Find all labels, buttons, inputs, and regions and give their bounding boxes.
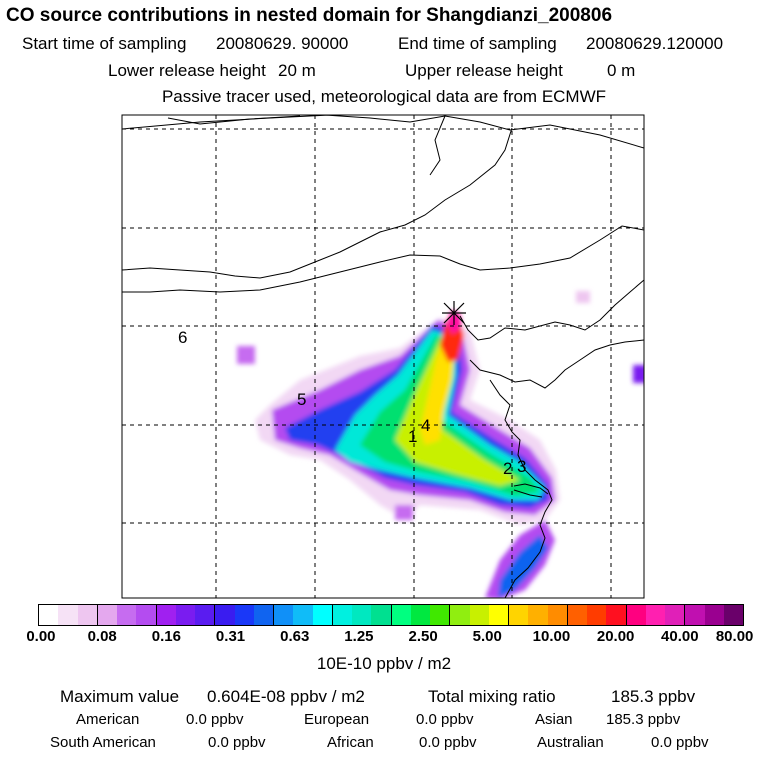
colorbar-cell: [58, 605, 78, 625]
patch-east: [633, 365, 644, 383]
colorbar-cell: [253, 605, 274, 625]
region-label-5: 5: [297, 390, 306, 409]
colorbar-cell: [704, 605, 724, 625]
colorbar-cell: [410, 605, 430, 625]
colorbar-tick-label: 80.00: [715, 628, 754, 645]
end-time-value: 20080629.120000: [586, 34, 724, 53]
colorbar-cell: [430, 605, 451, 625]
colorbar-cell: [665, 605, 686, 625]
african-value: 0.0 ppbv: [419, 734, 477, 751]
colorbar-cell: [156, 605, 176, 625]
colorbar-tick-label: 5.00: [472, 628, 502, 645]
colorbar-cell: [274, 605, 294, 625]
field-green: [360, 335, 540, 496]
max-value: 0.604E-08 ppbv / m2: [207, 687, 365, 706]
colorbar-cell: [77, 605, 98, 625]
colorbar-tick-label: 40.00: [661, 628, 699, 645]
colorbar-tick-label: 0.08: [87, 628, 117, 645]
lower-height-label: Lower release height: [108, 61, 266, 80]
colorbar-tick-label: 10.00: [532, 628, 571, 645]
colorbar-cell: [39, 605, 59, 625]
european-value: 0.0 ppbv: [416, 711, 474, 728]
colorbar-tick-label: 1.25: [344, 628, 374, 645]
upper-height-value: 0 m: [607, 61, 636, 80]
colorbar-cell: [509, 605, 529, 625]
south-american-label: South American: [50, 734, 156, 751]
colorbar-cell: [587, 605, 607, 625]
colorbar-cell: [391, 605, 411, 625]
african-label: African: [327, 734, 374, 751]
colorbar-cell: [215, 605, 235, 625]
colorbar-cell: [175, 605, 195, 625]
max-value-label: Maximum value: [60, 687, 180, 706]
colorbar-cell: [234, 605, 254, 625]
south-american-value: 0.0 ppbv: [208, 734, 266, 751]
colorbar-cell: [371, 605, 392, 625]
american-value: 0.0 ppbv: [186, 711, 244, 728]
region-label-1: 1: [408, 427, 417, 446]
colorbar-cell: [117, 605, 137, 625]
colorbar-cell: [312, 605, 333, 625]
tracer-note: Passive tracer used, meteorological data…: [161, 87, 607, 106]
total-mixing-label: Total mixing ratio: [428, 687, 556, 706]
coastlines: [122, 115, 644, 598]
colorbar-cell: [567, 605, 587, 625]
colorbar-cell: [450, 605, 470, 625]
asian-label: Asian: [535, 711, 573, 728]
region-label-3: 3: [517, 457, 526, 476]
field-yellowgreen: [395, 340, 520, 486]
colorbar-cell: [528, 605, 548, 625]
region-label-2: 2: [503, 459, 512, 478]
colorbar-cell: [606, 605, 627, 625]
american-label: American: [76, 711, 140, 728]
colorbar-cell: [293, 605, 313, 625]
colorbar-tick-label: 2.50: [408, 628, 438, 645]
colorbar-cell: [195, 605, 216, 625]
australian-label: Australian: [537, 734, 604, 751]
colorbar-cell: [352, 605, 372, 625]
region-label-6: 6: [178, 328, 187, 347]
patch-south: [395, 505, 413, 520]
plot-title: CO source contributions in nested domain…: [6, 5, 613, 26]
colorbar-cell: [97, 605, 117, 625]
region-label-4: 4: [421, 416, 430, 435]
patch-northeast: [576, 291, 590, 303]
start-time-value: 20080629. 90000: [216, 34, 349, 53]
colorbar-tick-label: 0.31: [215, 628, 246, 645]
colorbar-unit: 10E-10 ppbv / m2: [316, 654, 452, 673]
colorbar: [38, 604, 744, 626]
colorbar-tick-label: 20.00: [596, 628, 635, 645]
colorbar-cell: [723, 605, 743, 625]
total-mixing-value: 185.3 ppbv: [611, 687, 696, 706]
european-label: European: [304, 711, 370, 728]
upper-height-label: Upper release height: [405, 61, 563, 80]
colorbar-cell: [645, 605, 665, 625]
colorbar-cell: [547, 605, 568, 625]
colorbar-cell: [136, 605, 157, 625]
colorbar-tick-label: 0.16: [151, 628, 181, 645]
asian-value: 185.3 ppbv: [606, 711, 681, 728]
colorbar-cell: [469, 605, 489, 625]
colorbar-tick-label: 0.63: [280, 628, 310, 645]
map-frame: [121, 114, 645, 599]
australian-value: 0.0 ppbv: [651, 734, 709, 751]
colorbar-cell: [685, 605, 705, 625]
grid: [122, 115, 644, 598]
concentration-field: [237, 291, 644, 598]
start-time-label: Start time of sampling: [22, 34, 187, 53]
end-time-label: End time of sampling: [398, 34, 557, 53]
colorbar-cell: [332, 605, 352, 625]
colorbar-cell: [626, 605, 646, 625]
colorbar-tick-label: 0.00: [26, 628, 56, 645]
patch-west: [237, 346, 255, 364]
field-south-blue: [498, 535, 548, 598]
colorbar-cell: [488, 605, 509, 625]
lower-height-value: 20 m: [278, 61, 316, 80]
receptor-marker: [442, 301, 466, 325]
